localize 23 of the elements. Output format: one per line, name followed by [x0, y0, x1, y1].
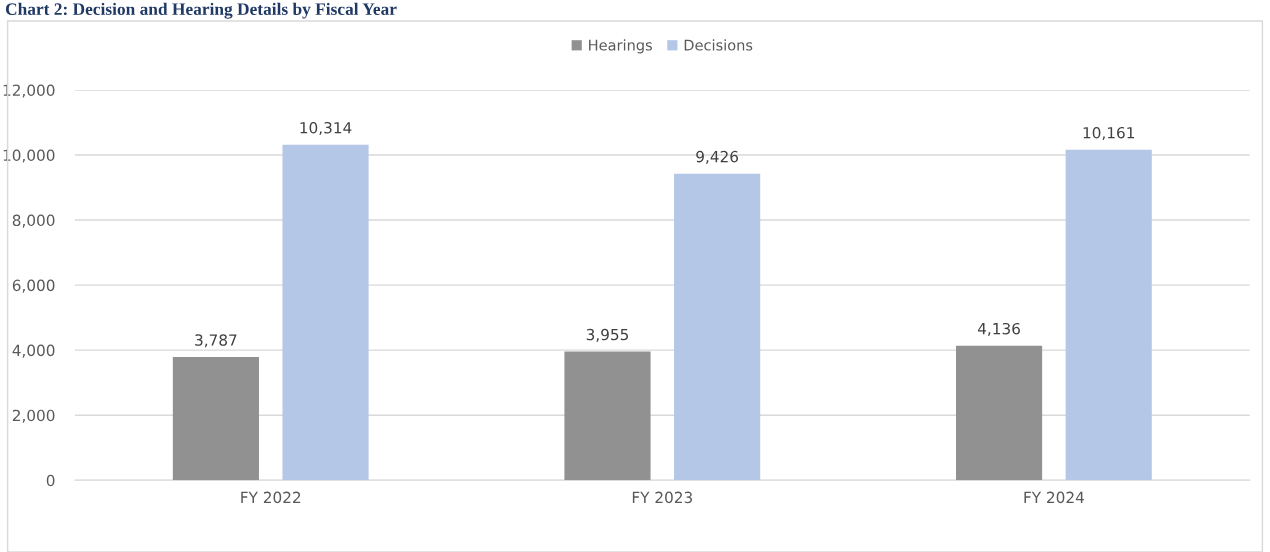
chart-title: Chart 2: Decision and Hearing Details by Fiscal Year — [5, 2, 397, 19]
x-tick-label: FY 2022 — [241, 491, 301, 504]
bar — [674, 173, 761, 481]
bar — [282, 144, 369, 481]
text: 3,955 — [586, 328, 629, 342]
bar — [564, 351, 651, 481]
bar — [1065, 149, 1152, 481]
bar — [172, 357, 259, 481]
legend-label: Hearings — [589, 39, 652, 54]
legend-label: Decisions — [684, 39, 753, 51]
y-tick-label: 8,000 — [12, 214, 55, 228]
text: 10,314 — [300, 121, 352, 136]
bar — [955, 345, 1043, 481]
x-tick-label: FY 2024 — [1024, 491, 1084, 504]
text: 4,136 — [977, 322, 1020, 336]
y-tick-label: 4,000 — [12, 344, 55, 358]
text: 3,787 — [195, 334, 237, 348]
text: 10,161 — [1083, 126, 1135, 141]
y-tick-label: 6,000 — [12, 279, 55, 293]
text: 9,426 — [696, 150, 739, 164]
x-tick-label: FY 2023 — [632, 491, 693, 504]
y-tick-label: 2,000 — [12, 409, 55, 423]
y-tick-label: 0 — [46, 474, 55, 487]
